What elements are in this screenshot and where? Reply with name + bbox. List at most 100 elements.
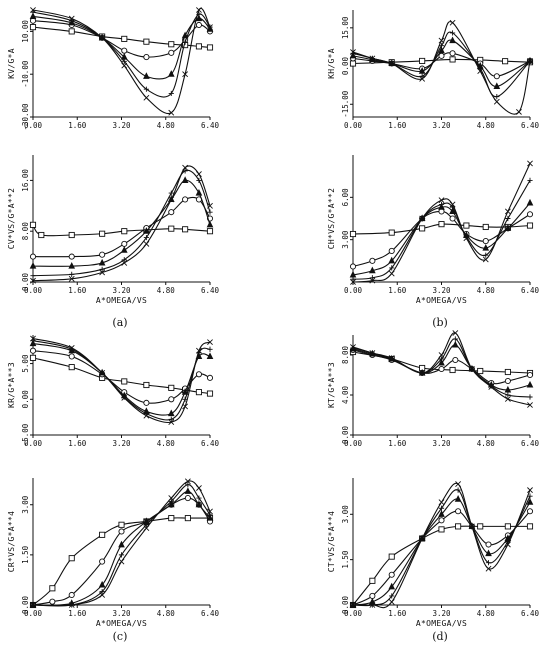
data-point-x: [30, 7, 36, 13]
data-point-x: [438, 352, 445, 358]
data-point-plus: [369, 275, 375, 281]
data-point-square: [29, 354, 37, 361]
data-point-circle: [195, 371, 202, 378]
series-line-plus: [352, 489, 531, 607]
data-point-triangle: [195, 188, 203, 196]
data-point-x: [207, 339, 213, 346]
data-point-triangle: [143, 72, 150, 79]
data-point-plus: [69, 271, 75, 277]
x-tick-label: 4.80: [157, 439, 176, 448]
data-point-triangle: [526, 498, 534, 505]
y-tick-label: 15.00: [341, 16, 350, 39]
x-tick-label: 6.40: [201, 286, 220, 295]
data-point-plus: [99, 266, 105, 272]
data-point-plus: [527, 394, 533, 400]
data-point-square: [99, 531, 106, 538]
x-tick-label: 6.40: [201, 121, 220, 130]
data-point-x: [99, 369, 106, 376]
data-point-circle: [99, 251, 106, 258]
data-point-x: [99, 34, 106, 41]
series-line-circle: [352, 510, 531, 606]
data-point-square: [68, 364, 75, 371]
data-point-square: [118, 521, 125, 528]
data-point-square: [449, 56, 456, 63]
data-point-x: [419, 370, 426, 376]
data-point-plus: [168, 416, 174, 422]
data-point-square: [206, 44, 214, 51]
data-point-circle: [438, 365, 445, 373]
data-point-x: [388, 599, 395, 605]
data-point-circle: [388, 247, 395, 255]
y-tick-label: 16.00: [21, 169, 30, 192]
data-point-x: [196, 7, 202, 13]
data-point-square: [29, 24, 37, 31]
data-point-plus: [207, 209, 213, 215]
x-tick-label: 1.60: [388, 609, 407, 618]
data-point-square: [526, 523, 534, 530]
data-point-x: [482, 256, 489, 263]
data-point-plus: [182, 39, 188, 45]
data-point-circle: [526, 371, 534, 379]
data-point-square: [68, 555, 75, 562]
series-line-circle: [352, 210, 531, 268]
y-tick-label: 1.50: [21, 545, 30, 564]
data-point-circle: [68, 253, 75, 260]
data-point-plus: [30, 273, 36, 279]
data-point-x: [143, 94, 150, 101]
data-point-x: [207, 202, 213, 209]
data-point-square: [206, 390, 214, 397]
data-point-plus: [438, 356, 445, 362]
data-point-triangle: [120, 246, 128, 253]
data-point-square: [349, 60, 357, 67]
data-point-triangle: [181, 388, 189, 395]
x-tick-label: 3.20: [432, 121, 451, 130]
data-point-circle: [49, 598, 56, 605]
data-point-x: [121, 62, 128, 69]
data-point-x: [99, 592, 106, 598]
data-point-x: [68, 344, 75, 351]
data-point-square: [49, 585, 56, 592]
data-point-square: [477, 523, 484, 530]
data-point-plus: [121, 257, 127, 263]
data-point-plus: [505, 392, 511, 398]
data-point-triangle: [526, 198, 534, 206]
data-point-square: [526, 222, 534, 229]
data-point-triangle: [184, 487, 192, 494]
x-tick-label: 3.20: [432, 609, 451, 618]
x-tick-label: 1.60: [68, 439, 87, 448]
data-point-triangle: [206, 220, 214, 228]
x-tick-label: 3.20: [112, 286, 131, 295]
data-point-x: [99, 269, 106, 276]
data-point-x: [68, 15, 75, 22]
data-point-x: [449, 201, 456, 208]
y-axis-label: KR/G*A**3: [7, 362, 16, 408]
data-point-square: [99, 230, 106, 237]
y-tick-label: 0.00: [21, 272, 30, 291]
data-point-triangle: [526, 380, 534, 388]
x-tick-label: 3.20: [432, 286, 451, 295]
data-point-triangle: [418, 67, 426, 74]
data-point-triangle: [438, 510, 445, 517]
panel-label-b: (b): [432, 316, 448, 329]
plot-c-top: 0.00 1.60 3.20 4.80 6.40-5.000.005.00KR/G*A*…: [7, 335, 220, 448]
data-point-triangle: [68, 262, 76, 269]
x-tick-label: 4.80: [157, 286, 176, 295]
data-point-square: [419, 57, 426, 65]
y-tick-label: 4.00: [341, 385, 350, 404]
data-point-x: [455, 481, 462, 487]
data-point-square: [502, 58, 509, 65]
x-tick-label: 4.80: [157, 609, 176, 618]
series-line-x: [352, 163, 531, 283]
y-tick-label: -30.00: [21, 103, 30, 131]
data-point-x: [388, 355, 395, 361]
data-point-square: [168, 41, 175, 48]
data-point-square: [482, 223, 489, 231]
x-tick-label: 0.00: [344, 439, 363, 448]
data-point-square: [206, 228, 214, 235]
data-point-square: [477, 367, 484, 375]
data-point-triangle: [485, 549, 492, 557]
plot-d-bottom: 0.00 1.60 3.20 4.80 6.40 0.00 1.50 3.00 CT*VS/G*…: [327, 478, 540, 628]
data-point-plus: [207, 512, 213, 518]
x-tick-label: 4.80: [477, 121, 496, 130]
data-point-circle: [121, 240, 128, 247]
